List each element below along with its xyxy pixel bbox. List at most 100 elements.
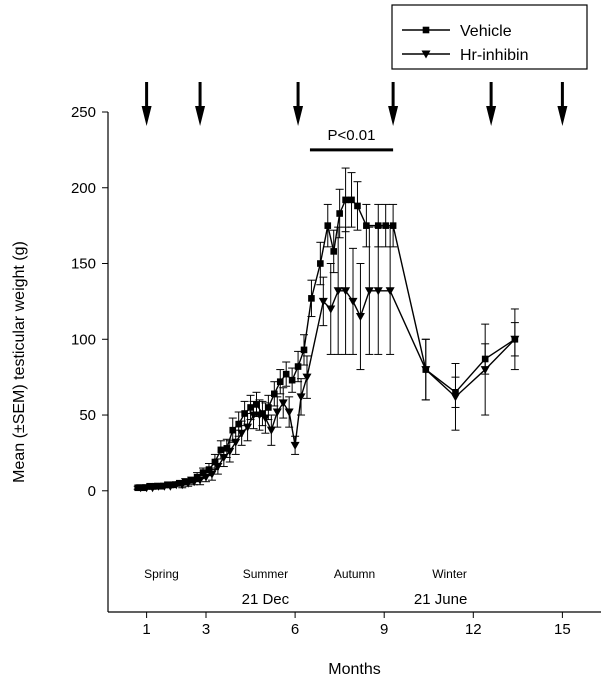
hr-inhibin-point xyxy=(260,414,270,423)
hr-inhibin-point xyxy=(195,476,205,485)
vehicle-point xyxy=(265,404,272,411)
y-axis-title: Mean (±SEM) testicular weight (g) xyxy=(11,241,28,483)
hr-inhibin-point xyxy=(480,366,490,375)
date-label: 21 June xyxy=(414,591,467,608)
vehicle-point xyxy=(348,196,355,204)
season-label: Autumn xyxy=(334,567,375,581)
x-tick-label: 15 xyxy=(554,621,571,638)
vehicle-point xyxy=(235,420,242,428)
hr-inhibin-point xyxy=(177,481,187,490)
hr-inhibin-point xyxy=(136,484,146,493)
vehicle-point xyxy=(282,370,290,378)
hr-inhibin-point xyxy=(213,463,223,472)
hr-inhibin-point xyxy=(302,373,312,382)
hr-inhibin-point xyxy=(153,482,163,491)
date-label: 21 Dec xyxy=(242,591,290,608)
vehicle-point xyxy=(205,466,213,473)
vehicle-point xyxy=(324,222,332,229)
vehicle-point xyxy=(330,248,338,255)
treatment-arrow-head xyxy=(486,106,497,126)
hr-inhibin-point xyxy=(421,366,431,375)
hr-inhibin-point xyxy=(225,447,235,456)
hr-inhibin-point xyxy=(189,478,199,487)
hr-inhibin-point xyxy=(318,297,328,306)
hr-inhibin-point xyxy=(201,473,211,482)
x-tick-label: 9 xyxy=(380,621,388,638)
y-tick-label: 50 xyxy=(79,407,96,424)
season-label: Summer xyxy=(243,567,288,581)
x-tick-label: 1 xyxy=(142,621,150,638)
x-tick-label: 12 xyxy=(465,621,482,638)
y-tick-label: 250 xyxy=(71,104,96,121)
vehicle-point xyxy=(294,363,302,370)
axes xyxy=(102,111,601,618)
hr-inhibin-point xyxy=(171,481,181,490)
hr-inhibin-point xyxy=(326,305,336,314)
vehicle-point xyxy=(308,295,315,302)
hr-inhibin-point xyxy=(249,411,259,420)
vehicle-point xyxy=(271,390,278,398)
hr-inhibin-point xyxy=(148,484,158,493)
significance-label: P<0.01 xyxy=(328,127,376,144)
hr-inhibin-point xyxy=(243,423,253,432)
vehicle-point xyxy=(288,376,296,384)
vehicle-point xyxy=(134,484,141,492)
vehicle-point xyxy=(217,446,225,454)
hr-inhibin-point xyxy=(450,393,460,402)
hr-inhibin-point xyxy=(254,411,264,420)
vehicle-point xyxy=(389,222,397,229)
vehicle-point xyxy=(247,404,254,411)
hr-inhibin-point xyxy=(231,438,241,447)
hr-inhibin-point xyxy=(364,287,374,296)
vehicle-point xyxy=(253,401,260,408)
hr-inhibin-point xyxy=(219,453,229,462)
hr-inhibin-point xyxy=(142,484,152,493)
hr-inhibin-point xyxy=(348,297,358,306)
vehicle-point xyxy=(276,378,284,385)
series-vehicle xyxy=(133,167,519,492)
y-tick-label: 100 xyxy=(71,331,96,348)
x-tick-label: 6 xyxy=(291,621,299,638)
hr-inhibin-point xyxy=(296,393,306,402)
hr-inhibin-point xyxy=(278,399,288,408)
vehicle-point xyxy=(300,346,308,354)
treatment-arrow-head xyxy=(557,106,568,126)
hr-inhibin-point xyxy=(510,335,520,344)
hr-inhibin-point xyxy=(290,441,300,450)
y-tick-label: 200 xyxy=(71,180,96,197)
hr-inhibin-point xyxy=(385,287,395,296)
hr-inhibin-point xyxy=(183,479,193,488)
vehicle-point xyxy=(382,222,389,229)
hr-inhibin-point xyxy=(333,287,343,296)
hr-inhibin-point xyxy=(237,429,247,438)
legend-label-vehicle: Vehicle xyxy=(460,23,512,40)
treatment-arrow-head xyxy=(141,106,152,126)
hr-inhibin-point xyxy=(159,482,169,491)
y-tick-label: 150 xyxy=(71,256,96,273)
y-tick-label: 0 xyxy=(88,483,96,500)
vehicle-point xyxy=(336,210,343,217)
hr-inhibin-point xyxy=(165,482,175,491)
series-hr-inhibin xyxy=(136,226,520,493)
x-axis-title: Months xyxy=(328,661,380,678)
hr-inhibin-point xyxy=(284,408,294,417)
vehicle-point xyxy=(374,222,382,229)
series-line xyxy=(137,199,516,489)
hr-inhibin-point xyxy=(355,313,365,322)
season-label: Winter xyxy=(432,567,467,581)
chart-text: Months Mean (±SEM) testicular weight (g)… xyxy=(11,104,571,678)
vehicle-point xyxy=(317,260,324,267)
legend: Vehicle Hr-inhibin xyxy=(391,4,588,70)
hr-inhibin-point xyxy=(272,408,282,417)
vehicle-point xyxy=(354,202,361,210)
hr-inhibin-point xyxy=(373,287,383,296)
hr-inhibin-point xyxy=(207,470,217,479)
vehicle-point xyxy=(342,196,349,204)
hr-inhibin-point xyxy=(421,50,431,59)
legend-label-hr-inhibin: Hr-inhibin xyxy=(460,47,528,64)
hr-inhibin-point xyxy=(341,287,351,296)
treatment-arrow-head xyxy=(388,106,399,126)
hr-inhibin-point xyxy=(266,426,276,435)
x-tick-label: 3 xyxy=(202,621,210,638)
